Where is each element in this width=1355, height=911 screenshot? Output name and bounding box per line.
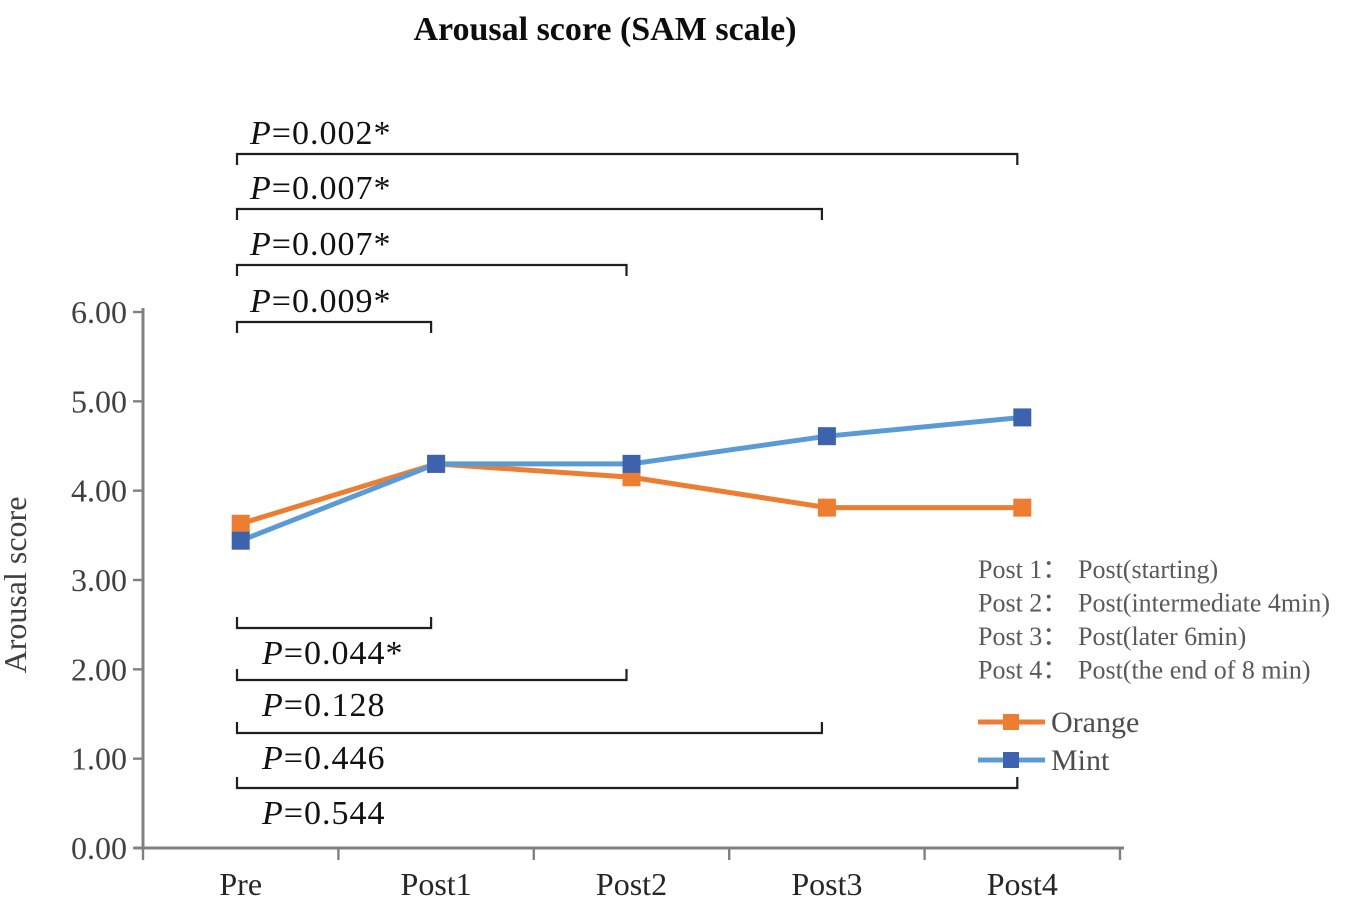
x-tick-label: Post1 <box>401 866 472 902</box>
note-text: Post(starting) <box>1078 555 1218 584</box>
p-value-label-top: P=0.002* <box>249 115 391 152</box>
x-tick-label: Pre <box>219 866 262 902</box>
p-value-label-top: P=0.007* <box>249 170 391 207</box>
y-tick-label: 5.00 <box>71 383 127 419</box>
note-text: Post(later 6min) <box>1078 622 1246 651</box>
data-point-orange-post4 <box>1013 498 1032 517</box>
series-legend: Orange Mint <box>978 706 1139 777</box>
note-text: Post(the end of 8 min) <box>1078 656 1311 685</box>
top-bracket-post1 <box>235 320 433 333</box>
note-label: Post 4： <box>978 656 1068 685</box>
p-value-label-top: P=0.009* <box>249 283 391 320</box>
p-value-label-bottom: P=0.044* <box>261 635 403 672</box>
x-tick-label: Post3 <box>791 866 862 902</box>
p-value-label-bottom: P=0.128 <box>261 687 385 724</box>
y-tick-label: 3.00 <box>71 562 127 598</box>
y-tick-label: 6.00 <box>71 294 127 330</box>
data-point-orange-post3 <box>817 498 836 517</box>
y-tick-label: 4.00 <box>71 473 127 509</box>
y-axis-title: Arousal score <box>0 497 33 674</box>
x-tick-label: Post2 <box>596 866 667 902</box>
legend-marker-orange <box>1003 714 1019 730</box>
top-bracket-post4 <box>235 152 1019 165</box>
data-point-mint-post3 <box>817 427 836 446</box>
y-tick-label: 0.00 <box>71 830 127 866</box>
data-series <box>231 408 1032 550</box>
top-bracket-post2 <box>235 263 628 276</box>
p-value-label-bottom: P=0.544 <box>261 795 385 832</box>
data-point-mint-post1 <box>427 454 446 473</box>
axes: 0.00 1.00 2.00 3.00 4.00 5.00 6.00 Pre Post1 Post… <box>71 294 1124 902</box>
note-label: Post 2： <box>978 589 1068 618</box>
timepoint-notes: Post 1： Post(starting) Post 2： Post(interme… <box>978 555 1330 685</box>
chart-title: Arousal score (SAM scale) <box>413 11 796 48</box>
y-tick-label: 1.00 <box>71 741 127 777</box>
legend-label-mint: Mint <box>1051 744 1110 777</box>
note-label: Post 1： <box>978 555 1068 584</box>
p-value-label-top: P=0.007* <box>249 226 391 263</box>
data-point-mint-post4 <box>1013 408 1032 427</box>
bottom-bracket-post3 <box>235 722 823 735</box>
bottom-bracket-post2 <box>235 669 628 682</box>
note-text: Post(intermediate 4min) <box>1078 589 1330 618</box>
p-value-brackets: P=0.002* P=0.007* P=0.007* P=0.009* P=0.044*… <box>235 115 1019 832</box>
top-bracket-post3 <box>235 207 823 220</box>
legend-marker-mint <box>1003 752 1019 768</box>
x-tick-label: Post4 <box>987 866 1058 902</box>
bottom-bracket-post4 <box>235 777 1019 790</box>
p-value-label-bottom: P=0.446 <box>261 740 385 777</box>
data-point-orange-pre <box>231 514 250 533</box>
data-point-mint-pre <box>231 531 250 550</box>
data-point-mint-post2 <box>622 454 641 473</box>
legend-label-orange: Orange <box>1051 706 1139 739</box>
note-label: Post 3： <box>978 622 1068 651</box>
y-tick-label: 2.00 <box>71 651 127 687</box>
bottom-bracket-post1 <box>235 617 433 630</box>
